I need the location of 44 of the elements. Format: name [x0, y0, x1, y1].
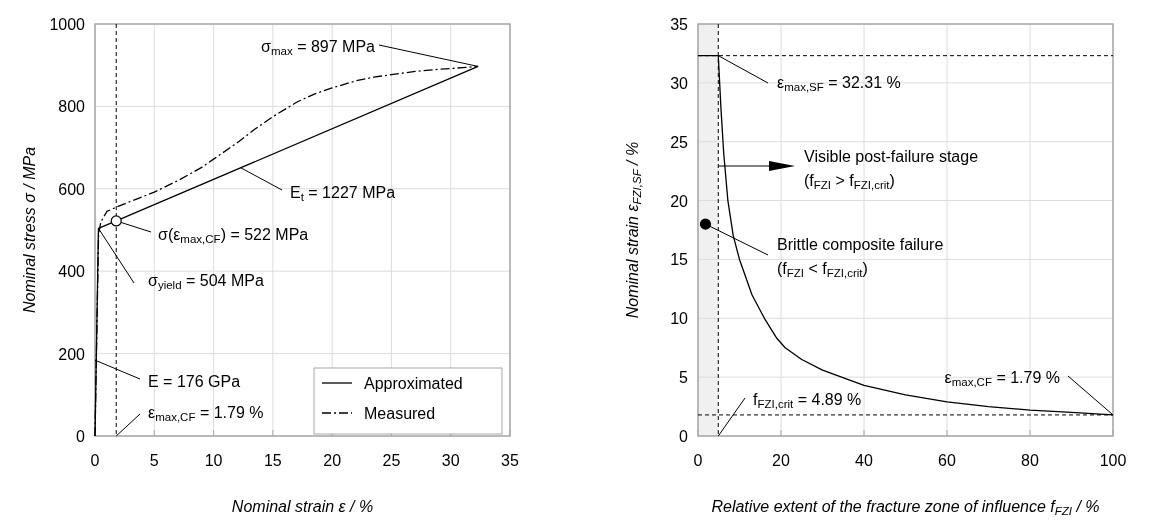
x-tick-label: 0 — [693, 452, 703, 469]
y-axis-title: Nominal stress σ / MPa — [21, 146, 38, 314]
y-tick-label: 0 — [679, 428, 689, 445]
x-axis-title: Relative extent of the fracture zone of influence f$_{FZI}$ / % — [711, 498, 1100, 517]
x-tick-label: 10 — [204, 452, 223, 469]
annotation: E = 176 GPa — [148, 373, 241, 390]
y-tick-label: 35 — [670, 16, 689, 33]
y-tick-label: 200 — [58, 345, 86, 363]
y-tick-label: 600 — [58, 180, 86, 198]
x-tick-label: 100 — [1099, 452, 1127, 469]
x-tick-label: 5 — [149, 452, 159, 469]
annotation: ε$_{max,CF}$ = 1.79 % — [944, 369, 1060, 388]
y-tick-label: 30 — [670, 74, 689, 92]
x-tick-label: 0 — [90, 452, 100, 469]
y-tick-label: 15 — [670, 251, 689, 269]
x-tick-label: 15 — [263, 452, 282, 469]
legend-label: Approximated — [364, 375, 463, 392]
y-tick-label: 1000 — [49, 16, 86, 33]
x-tick-label: 35 — [501, 452, 519, 469]
y-tick-label: 5 — [679, 369, 689, 387]
annotation: σ$_{yield}$ = 504 MPa — [148, 272, 264, 291]
annotation: σ$_{max}$ = 897 MPa — [261, 38, 376, 57]
x-tick-label: 30 — [441, 452, 460, 469]
y-tick-label: 20 — [670, 192, 689, 210]
annotation: ε$_{max,CF}$ = 1.79 % — [148, 404, 264, 423]
annotation: E$_{t}$ = 1227 MPa — [290, 184, 396, 203]
annotation: ε$_{max,SF}$ = 32.31 % — [777, 74, 901, 93]
y-tick-label: 0 — [76, 428, 86, 445]
y-tick-label: 800 — [58, 98, 86, 116]
annotation: Visible post-failure stage (f$_{FZI}$ > f$_{FZI,crit}$) — [804, 148, 979, 191]
annotation: σ(ε$_{max,CF}$) = 522 MPa — [158, 226, 309, 245]
x-tick-label: 40 — [855, 452, 873, 469]
annotation: f$_{FZI,crit}$ = 4.89 % — [753, 391, 862, 410]
y-tick-label: 400 — [58, 263, 86, 281]
legend-label: Measured — [364, 405, 436, 422]
y-tick-label: 10 — [670, 310, 689, 328]
annotation: Brittle composite failure (f$_{FZI}$ < f$_{FZI,crit}$) — [777, 236, 944, 279]
x-tick-label: 25 — [382, 452, 401, 469]
y-tick-label: 25 — [670, 133, 689, 151]
x-axis-title: Nominal strain ε / % — [231, 498, 374, 515]
x-tick-label: 20 — [323, 452, 342, 469]
x-tick-label: 80 — [1021, 452, 1039, 469]
x-tick-label: 20 — [772, 452, 790, 469]
x-tick-label: 60 — [938, 452, 956, 469]
